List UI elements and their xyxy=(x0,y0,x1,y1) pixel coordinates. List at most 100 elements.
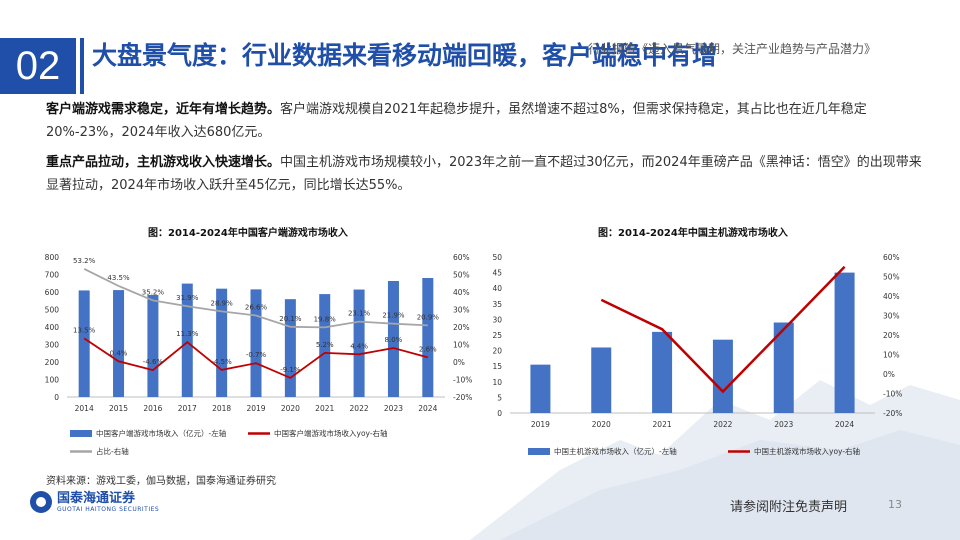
data-label: 28.9% xyxy=(211,299,234,307)
left-axis-tick-label: 200 xyxy=(45,358,60,367)
data-label: -4.6% xyxy=(143,358,164,366)
left-axis-tick-label: 0 xyxy=(497,409,502,418)
legend-label: 中国客户端游戏市场收入yoy-右轴 xyxy=(274,428,388,438)
x-axis-tick-label: 2022 xyxy=(350,404,369,413)
logo-icon xyxy=(30,491,52,513)
left-axis-tick-label: 5 xyxy=(497,393,502,402)
data-label: -0.7% xyxy=(246,351,267,359)
legend-swatch xyxy=(70,430,92,437)
data-label: 31.9% xyxy=(176,294,199,302)
x-axis-tick-label: 2014 xyxy=(75,404,94,413)
section-divider xyxy=(80,38,84,94)
data-label: 20.1% xyxy=(279,315,302,323)
paragraph-body: 中国主机游戏市场规模较小，2023年之前一直不超过30亿元，而2024年重磅产品… xyxy=(46,155,922,193)
left-axis-tick-label: 800 xyxy=(45,253,60,262)
data-label: 35.2% xyxy=(142,288,165,296)
left-axis-tick-label: 400 xyxy=(45,323,60,332)
legend-label: 中国主机游戏市场收入yoy-右轴 xyxy=(754,446,860,456)
bar-2021 xyxy=(319,294,331,397)
bar-2019 xyxy=(530,364,551,413)
x-axis-tick-label: 2021 xyxy=(315,404,334,413)
data-label: 11.3% xyxy=(176,330,199,338)
right-axis-tick-label: 30% xyxy=(883,312,900,321)
paragraph-lead: 重点产品拉动，主机游戏收入快速增长。 xyxy=(46,155,281,170)
data-label: 2.6% xyxy=(419,345,437,353)
bar-2019 xyxy=(250,289,262,397)
left-axis-tick-label: 30 xyxy=(492,315,502,324)
data-label: 43.5% xyxy=(107,274,130,282)
right-axis-tick-label: -20% xyxy=(883,409,902,418)
series-line-1 xyxy=(600,265,846,394)
logo-name: 国泰海通证券 xyxy=(57,490,136,506)
data-label: 21.9% xyxy=(382,312,405,320)
data-label: 8.0% xyxy=(385,336,403,344)
right-axis-tick-label: 50% xyxy=(883,273,900,282)
data-label: 26.6% xyxy=(245,303,268,311)
paragraph-lead: 客户端游戏需求稳定，近年有增长趋势。 xyxy=(46,102,281,117)
right-axis-tick-label: 60% xyxy=(453,253,470,262)
left-axis-tick-label: 25 xyxy=(492,331,502,340)
data-label: -9.1% xyxy=(280,366,301,374)
right-axis-tick-label: -20% xyxy=(453,393,472,402)
left-axis-tick-label: 100 xyxy=(45,376,60,385)
bar-2020 xyxy=(284,299,296,397)
company-logo: 国泰海通证券 GUOTAI HAITONG SECURITIES xyxy=(30,491,159,513)
x-axis-tick-label: 2016 xyxy=(143,404,162,413)
right-axis-tick-label: 20% xyxy=(883,331,900,340)
left-axis-tick-label: 300 xyxy=(45,341,60,350)
data-label: 0.4% xyxy=(110,349,128,357)
left-axis-tick-label: 0 xyxy=(54,393,59,402)
chart-title-client: 图：2014-2024年中国客户端游戏市场收入 xyxy=(148,228,348,239)
section-number: 02 xyxy=(0,38,76,94)
data-label: 4.4% xyxy=(350,342,368,350)
left-axis-tick-label: 45 xyxy=(492,269,502,278)
left-axis-tick-label: 700 xyxy=(45,271,60,280)
chart-title-console: 图：2014-2024年中国主机游戏市场收入 xyxy=(598,228,788,239)
bar-2022 xyxy=(712,339,733,413)
right-axis-tick-label: 0% xyxy=(453,358,465,367)
bar-2017 xyxy=(181,283,193,397)
bar-2023 xyxy=(387,280,399,397)
data-label: 23.1% xyxy=(348,310,371,318)
right-axis-tick-label: 40% xyxy=(883,292,900,301)
data-label: 5.2% xyxy=(316,341,334,349)
left-axis-tick-label: 10 xyxy=(492,378,502,387)
left-axis-tick-label: 20 xyxy=(492,347,502,356)
right-axis-tick-label: 20% xyxy=(453,323,470,332)
x-axis-tick-label: 2023 xyxy=(384,404,403,413)
x-axis-tick-label: 2024 xyxy=(418,404,437,413)
right-axis-tick-label: -10% xyxy=(453,376,472,385)
left-axis-tick-label: 600 xyxy=(45,288,60,297)
console-game-chart: 0 5 10 15 20 25 30 35 40 45 50 -20% -10% 0% 10% 20% 30% 4… xyxy=(492,253,902,456)
left-axis-tick-label: 500 xyxy=(45,306,60,315)
left-axis-tick-label: 15 xyxy=(492,362,502,371)
right-axis-tick-label: 60% xyxy=(883,253,900,262)
x-axis-tick-label: 2022 xyxy=(713,420,732,429)
legend-label: 中国客户端游戏市场收入（亿元）-左轴 xyxy=(96,428,226,438)
right-axis-tick-label: 10% xyxy=(883,351,900,360)
paragraph-client-games: 客户端游戏需求稳定，近年有增长趋势。客户端游戏规模自2021年起稳步提升，虽然增… xyxy=(46,98,926,144)
data-label: 19.8% xyxy=(314,315,337,323)
left-axis-tick-label: 40 xyxy=(492,284,502,293)
x-axis-tick-label: 2017 xyxy=(178,404,197,413)
series-line-2 xyxy=(83,268,428,329)
left-axis-tick-label: 50 xyxy=(492,253,502,262)
legend-swatch xyxy=(528,448,550,455)
x-axis-tick-label: 2019 xyxy=(246,404,265,413)
disclaimer-link[interactable]: 请参阅附注免责声明 xyxy=(730,500,848,515)
right-axis-tick-label: 40% xyxy=(453,288,470,297)
bar-2022 xyxy=(353,289,365,397)
x-axis-tick-label: 2020 xyxy=(281,404,300,413)
x-axis-tick-label: 2019 xyxy=(531,420,550,429)
left-axis-tick-label: 35 xyxy=(492,300,502,309)
page-title: 大盘景气度：行业数据来看移动端回暖，客户端稳中有增 xyxy=(92,41,718,70)
bar-2018 xyxy=(216,288,228,397)
right-axis-tick-label: 0% xyxy=(883,370,895,379)
logo-name-en: GUOTAI HAITONG SECURITIES xyxy=(57,505,160,513)
x-axis-tick-label: 2023 xyxy=(774,420,793,429)
data-label: 53.2% xyxy=(73,257,96,265)
series-line-1 xyxy=(83,337,429,379)
data-label: 13.5% xyxy=(73,326,96,334)
data-source: 资料来源：游戏工委，伽马数据，国泰海通证券研究 xyxy=(46,476,276,487)
right-axis-tick-label: 50% xyxy=(453,271,470,280)
